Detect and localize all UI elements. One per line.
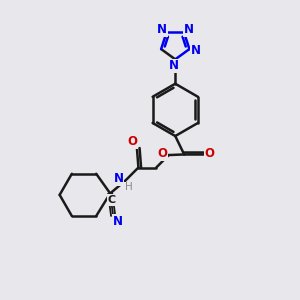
Text: N: N <box>157 23 167 36</box>
Text: O: O <box>158 147 168 160</box>
Text: N: N <box>184 23 194 36</box>
Text: O: O <box>128 135 137 148</box>
Text: C: C <box>108 195 116 205</box>
Text: H: H <box>125 182 133 193</box>
Text: O: O <box>204 147 214 161</box>
Text: N: N <box>191 44 201 57</box>
Text: N: N <box>169 59 179 72</box>
Text: N: N <box>113 172 124 185</box>
Text: N: N <box>112 215 123 228</box>
